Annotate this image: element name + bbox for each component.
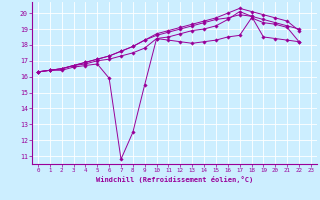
X-axis label: Windchill (Refroidissement éolien,°C): Windchill (Refroidissement éolien,°C) [96,176,253,183]
